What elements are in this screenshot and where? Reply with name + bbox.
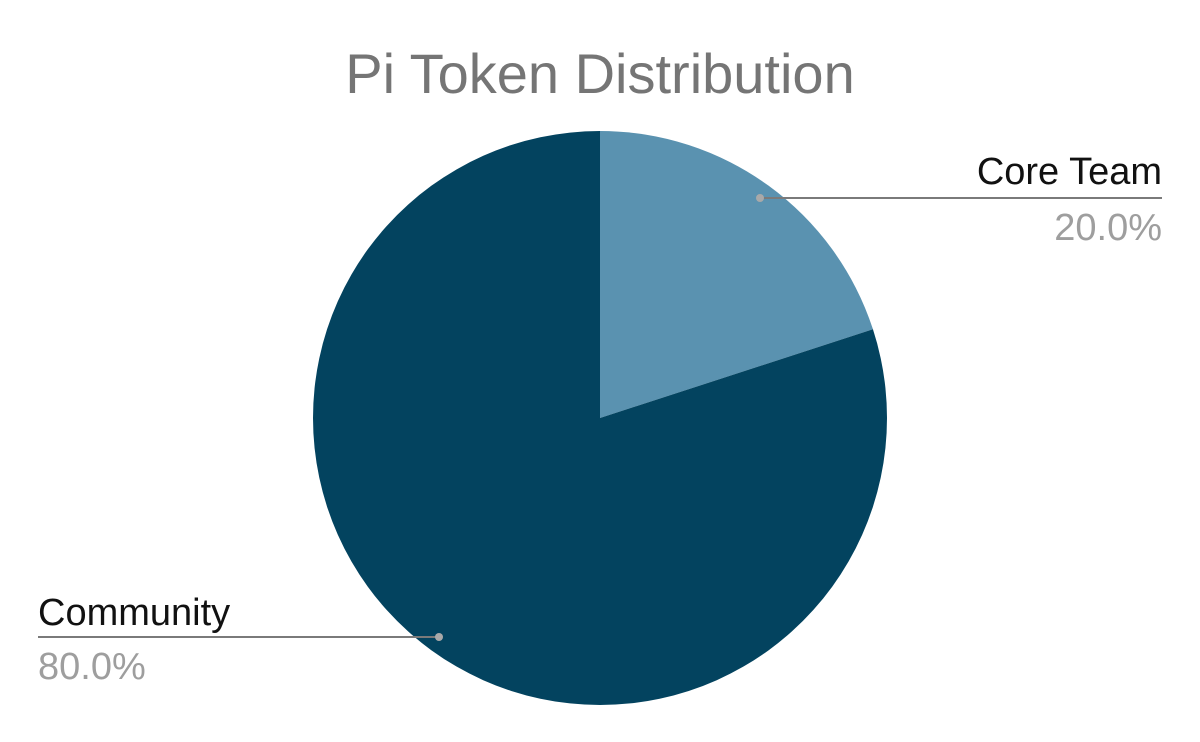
- slice-labels: Core Team 20.0% Community 80.0%: [38, 151, 1162, 688]
- pie-slices: [313, 131, 887, 706]
- slice-label: Community: [38, 592, 230, 634]
- slice-percent-label: 80.0%: [38, 646, 146, 688]
- slice-percent-label: 20.0%: [1054, 207, 1162, 249]
- slice-label: Core Team: [977, 151, 1162, 193]
- pie-slice-community: [313, 131, 887, 706]
- leader-dot: [756, 194, 764, 202]
- pie-slice-core-team: [600, 131, 873, 418]
- leader-dot: [435, 633, 443, 641]
- chart-title: Pi Token Distribution: [345, 42, 854, 105]
